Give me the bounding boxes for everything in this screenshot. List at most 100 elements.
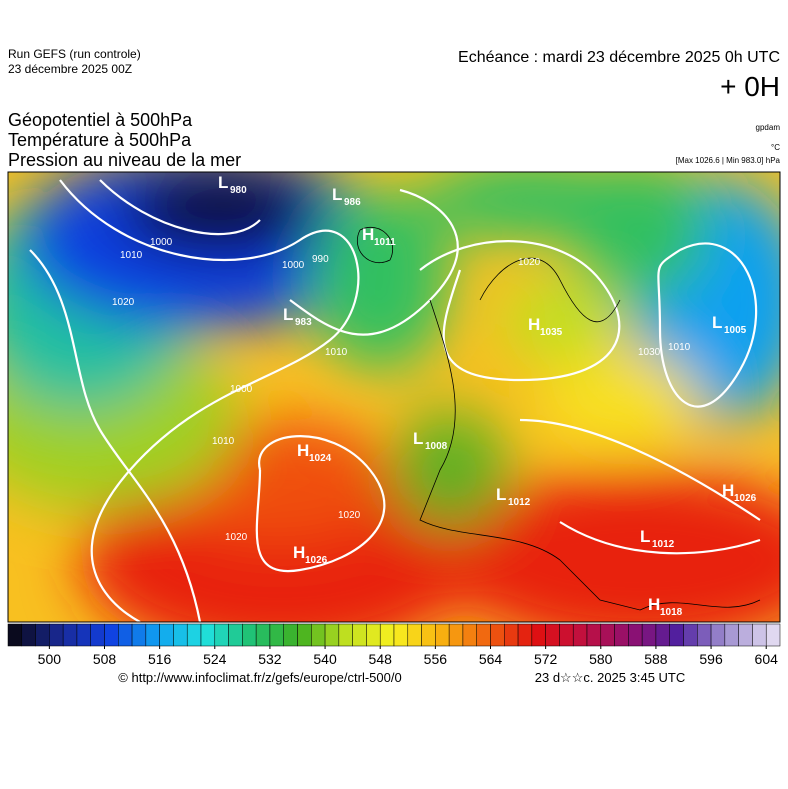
valid-time: Echéance : mardi 23 décembre 2025 0h UTC bbox=[458, 49, 780, 66]
center-value: 1011 bbox=[374, 237, 396, 248]
color-swatch bbox=[255, 623, 271, 647]
center-kind: H bbox=[297, 441, 309, 460]
color-swatch bbox=[490, 623, 505, 647]
center-kind: L bbox=[332, 185, 342, 204]
center-kind: L bbox=[413, 429, 423, 448]
run-date: 23 décembre 2025 00Z bbox=[8, 62, 132, 76]
color-swatch bbox=[600, 623, 615, 647]
isobar-label: 1020 bbox=[518, 257, 541, 268]
lead: + 0H bbox=[720, 71, 780, 102]
isobar-label: 1000 bbox=[282, 260, 305, 271]
color-swatch bbox=[338, 623, 353, 647]
color-swatch bbox=[90, 623, 105, 647]
tick-label: 572 bbox=[534, 651, 558, 667]
color-swatch bbox=[35, 623, 50, 647]
color-swatch bbox=[641, 623, 657, 647]
center-kind: L bbox=[283, 305, 293, 324]
map bbox=[8, 172, 780, 622]
color-swatch bbox=[214, 623, 229, 647]
center-value: 1008 bbox=[425, 441, 448, 452]
tick-label: 564 bbox=[479, 651, 503, 667]
center-kind: L bbox=[218, 173, 228, 192]
color-swatch bbox=[407, 623, 422, 647]
color-swatch bbox=[297, 623, 312, 647]
color-swatch bbox=[724, 623, 739, 647]
center-kind: H bbox=[362, 225, 374, 244]
color-swatch bbox=[738, 623, 753, 647]
tick-label: 540 bbox=[313, 651, 337, 667]
color-swatch bbox=[366, 623, 381, 647]
tick-label: 604 bbox=[755, 651, 779, 667]
color-swatch bbox=[379, 623, 395, 647]
center-value: 1018 bbox=[660, 607, 683, 618]
center-value: 1035 bbox=[540, 327, 563, 338]
source: © http://www.infoclimat.fr/z/gefs/europe… bbox=[118, 670, 401, 685]
color-swatch bbox=[476, 623, 491, 647]
color-swatch bbox=[104, 623, 119, 647]
center-kind: L bbox=[640, 527, 650, 546]
tick-label: 556 bbox=[424, 651, 448, 667]
color-swatch bbox=[683, 623, 698, 647]
color-swatch bbox=[118, 623, 133, 647]
color-swatch bbox=[186, 623, 202, 647]
center-value: 1012 bbox=[652, 539, 675, 550]
center-value: 1024 bbox=[309, 453, 332, 464]
color-swatch bbox=[531, 623, 546, 647]
color-swatch bbox=[572, 623, 588, 647]
color-swatch bbox=[393, 623, 409, 647]
color-swatch bbox=[324, 623, 340, 647]
color-swatch bbox=[49, 623, 64, 647]
color-swatch bbox=[352, 623, 367, 647]
color-swatch bbox=[21, 623, 36, 647]
color-swatch bbox=[628, 623, 643, 647]
color-swatch bbox=[311, 623, 326, 647]
color-swatch bbox=[545, 623, 560, 647]
isobar-label: 1000 bbox=[230, 384, 253, 395]
isobar-label: 1020 bbox=[338, 510, 361, 521]
field: Pression au niveau de la mer bbox=[8, 150, 241, 170]
color-swatch bbox=[435, 623, 450, 647]
isobar-label: 1010 bbox=[668, 342, 691, 353]
color-swatch bbox=[614, 623, 629, 647]
timestamp: 23 d☆☆c. 2025 3:45 UTC bbox=[535, 670, 686, 685]
tick-label: 548 bbox=[369, 651, 393, 667]
map-frame bbox=[7, 171, 781, 623]
run: Run GEFS (run controle) bbox=[8, 47, 141, 61]
center-value: 1005 bbox=[724, 325, 747, 336]
center-kind: L bbox=[712, 313, 722, 332]
color-swatch bbox=[710, 623, 726, 647]
isobar-label: 990 bbox=[312, 254, 329, 265]
color-swatch bbox=[200, 623, 216, 647]
isobar-label: 1030 bbox=[638, 347, 661, 358]
colorbar: 500 508 516 524 532 540 548 556 564 572 580 588 596 6… bbox=[7, 623, 781, 667]
center-value: 980 bbox=[230, 185, 247, 196]
isobar-label: 1010 bbox=[212, 436, 235, 447]
center-value: 1026 bbox=[734, 493, 757, 504]
color-swatch bbox=[145, 623, 160, 647]
color-swatch bbox=[669, 623, 684, 647]
tick-label: 524 bbox=[203, 651, 227, 667]
color-swatch bbox=[462, 623, 477, 647]
unit: °C bbox=[771, 143, 780, 152]
color-swatch bbox=[421, 623, 436, 647]
center-value: 983 bbox=[295, 317, 312, 328]
center-kind: H bbox=[293, 543, 305, 562]
center-kind: L bbox=[496, 485, 506, 504]
color-swatch bbox=[765, 623, 781, 647]
center-value: 1026 bbox=[305, 555, 328, 566]
color-swatch bbox=[269, 623, 284, 647]
tick-label: 500 bbox=[38, 651, 62, 667]
color-swatch bbox=[242, 623, 257, 647]
color-swatch bbox=[559, 623, 574, 647]
isobar-label: 1020 bbox=[225, 532, 248, 543]
color-swatch bbox=[586, 623, 602, 647]
isobar-label: 1000 bbox=[150, 237, 173, 248]
tick-label: 516 bbox=[148, 651, 172, 667]
isobar-label: 1010 bbox=[120, 250, 143, 261]
center-value: 986 bbox=[344, 197, 361, 208]
color-swatch bbox=[504, 623, 519, 647]
isobar-label: 1020 bbox=[112, 297, 135, 308]
tick-label: 588 bbox=[644, 651, 668, 667]
color-swatch bbox=[228, 623, 243, 647]
